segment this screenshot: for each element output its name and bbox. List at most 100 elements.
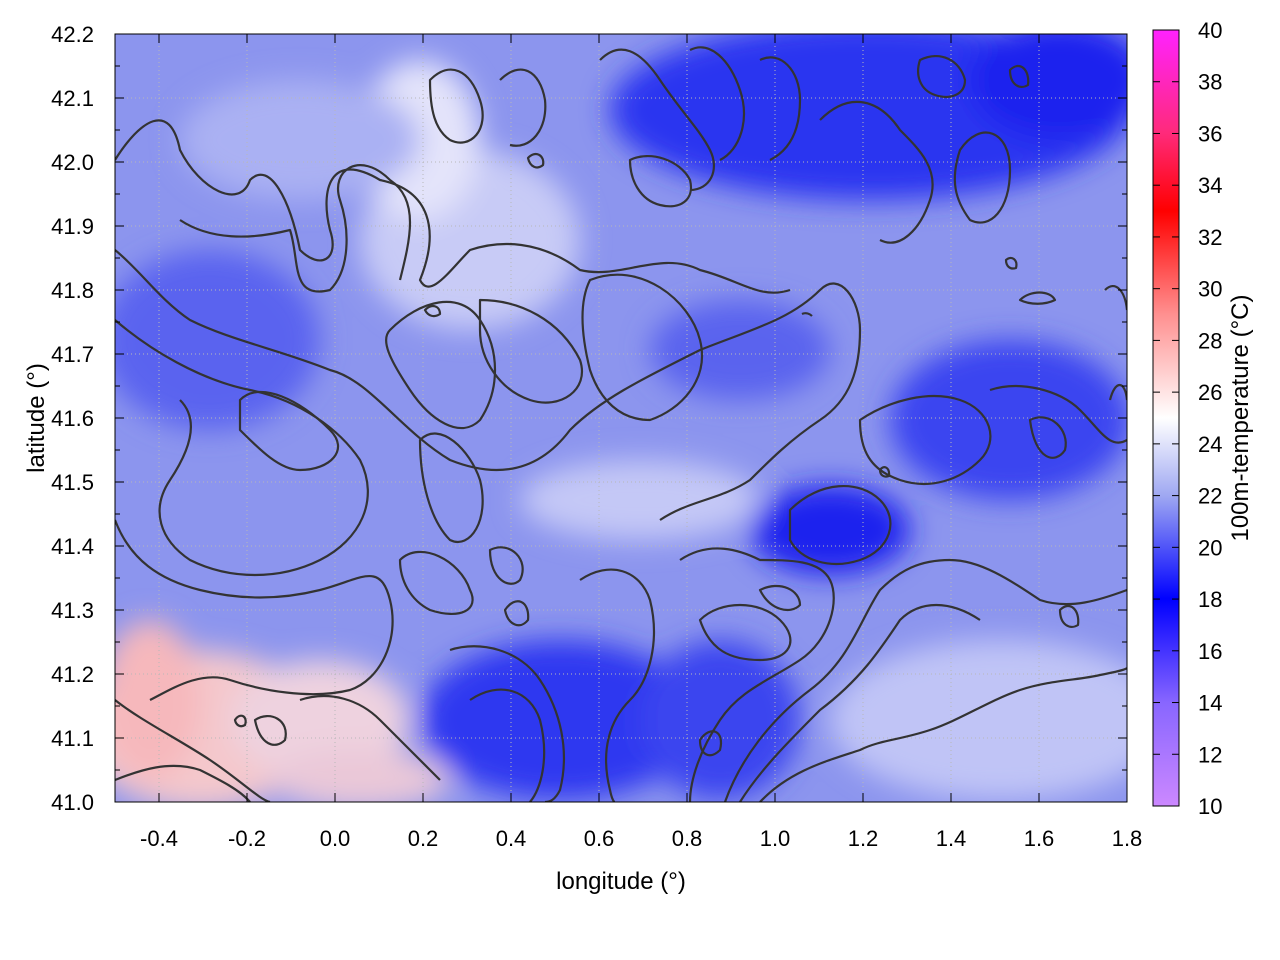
field-blob xyxy=(750,485,910,575)
contour-line xyxy=(238,390,340,472)
contour-line xyxy=(758,584,802,612)
temperature-field xyxy=(115,34,1127,802)
contour-line xyxy=(115,249,862,521)
x-axis-ticks: -0.4 -0.2 0.0 0.2 0.4 0.6 0.8 1.0 1.2 1.4 1.6 1.8 xyxy=(140,34,1142,851)
contour-line xyxy=(1108,383,1127,401)
contour-line xyxy=(1058,604,1080,628)
contour-line xyxy=(759,56,802,161)
x-tick-label: 0.2 xyxy=(408,826,439,851)
contour-line xyxy=(801,312,813,317)
y-axis-label: latitude (°) xyxy=(23,363,50,473)
contour-line xyxy=(115,764,251,802)
x-tick-label: 0.6 xyxy=(584,826,615,851)
contour-line xyxy=(698,730,723,757)
contour-line xyxy=(398,550,474,615)
contour-line xyxy=(449,645,566,802)
colorbar-tick-label: 28 xyxy=(1198,328,1222,353)
y-tick-label: 41.4 xyxy=(51,534,94,559)
colorbar-tick-label: 36 xyxy=(1198,121,1222,146)
colorbar xyxy=(1152,29,1180,807)
colorbar-label: 100m-temperature (°C) xyxy=(1227,294,1254,541)
x-tick-label: 0.4 xyxy=(496,826,527,851)
contour-line xyxy=(385,300,496,430)
y-tick-label: 42.0 xyxy=(51,150,94,175)
contour-line xyxy=(253,714,287,746)
x-axis-label: longitude (°) xyxy=(556,868,686,895)
y-tick-label: 41.5 xyxy=(51,470,94,495)
colorbar-tick-label: 14 xyxy=(1198,691,1222,716)
contour-line xyxy=(299,695,441,781)
y-tick-label: 41.0 xyxy=(51,790,94,815)
contour-line xyxy=(423,304,442,318)
contour-line xyxy=(739,603,981,802)
contour-line xyxy=(499,68,547,147)
contour-line xyxy=(115,319,369,577)
colorbar-tick-label: 22 xyxy=(1198,484,1222,509)
contour-line xyxy=(579,568,656,802)
contour-line xyxy=(526,152,545,169)
y-tick-label: 41.1 xyxy=(51,726,94,751)
y-tick-label: 42.1 xyxy=(51,86,94,111)
field-blob xyxy=(270,750,450,802)
colorbar-tick-label: 18 xyxy=(1198,587,1222,612)
contour-line xyxy=(628,155,693,208)
contour-line xyxy=(233,714,247,728)
contour-line xyxy=(878,466,891,478)
contour-line xyxy=(679,547,835,802)
contour-line xyxy=(1004,256,1018,270)
contour-line xyxy=(1018,291,1057,305)
contour-line xyxy=(1028,416,1067,459)
y-tick-label: 41.3 xyxy=(51,598,94,623)
y-tick-label: 42.2 xyxy=(51,22,94,47)
colorbar-tick-label: 32 xyxy=(1198,225,1222,250)
field-blob xyxy=(520,460,760,540)
contour-line xyxy=(418,432,484,543)
y-tick-label: 41.9 xyxy=(51,214,94,239)
contour-line xyxy=(759,667,1127,802)
contour-line xyxy=(858,394,992,485)
contour-line xyxy=(788,484,892,565)
field-blob xyxy=(420,640,700,800)
contour-line xyxy=(953,131,1012,224)
contour-line xyxy=(488,546,524,585)
contour-line xyxy=(478,298,583,404)
contour-line xyxy=(1008,64,1030,88)
x-tick-label: 0.8 xyxy=(672,826,703,851)
contour-line xyxy=(469,688,546,802)
y-axis-ticks: 41.0 41.1 41.2 41.3 41.4 41.5 41.6 41.7 41.8 41.9… xyxy=(51,22,1127,815)
x-tick-label: -0.2 xyxy=(228,826,266,851)
x-tick-label: 1.0 xyxy=(760,826,791,851)
contour-line xyxy=(115,519,394,701)
colorbar-tick-label: 40 xyxy=(1198,18,1222,43)
colorbar-ticks: 10 12 14 16 18 20 22 24 26 28 30 32 34 36 38 40 xyxy=(1153,18,1222,819)
contour-line xyxy=(503,600,530,627)
colorbar-tick-label: 20 xyxy=(1198,535,1222,560)
colorbar-tick-label: 38 xyxy=(1198,70,1222,95)
contour-line xyxy=(1104,285,1127,311)
colorbar-tick-label: 34 xyxy=(1198,173,1222,198)
colorbar-tick-label: 10 xyxy=(1198,794,1222,819)
x-tick-label: -0.4 xyxy=(140,826,178,851)
colorbar-tick-label: 30 xyxy=(1198,277,1222,302)
colorbar-tick-label: 24 xyxy=(1198,432,1222,457)
y-tick-label: 41.6 xyxy=(51,406,94,431)
contour-line xyxy=(698,603,792,662)
field-blob xyxy=(890,340,1127,500)
contour-line xyxy=(689,46,745,161)
colorbar-tick-label: 16 xyxy=(1198,639,1222,664)
field-blob xyxy=(830,640,1127,800)
y-tick-label: 41.7 xyxy=(51,342,94,367)
contour-line xyxy=(115,699,271,802)
y-tick-label: 41.2 xyxy=(51,662,94,687)
x-tick-label: 1.8 xyxy=(1112,826,1143,851)
contour-line xyxy=(819,100,934,244)
contour-line xyxy=(917,55,967,98)
contour-lines xyxy=(115,46,1127,802)
field-blob xyxy=(650,300,830,400)
contour-line xyxy=(723,558,1127,802)
x-tick-label: 1.4 xyxy=(936,826,967,851)
contour-line xyxy=(428,68,484,144)
x-tick-label: 0.0 xyxy=(320,826,351,851)
x-tick-label: 1.2 xyxy=(848,826,879,851)
